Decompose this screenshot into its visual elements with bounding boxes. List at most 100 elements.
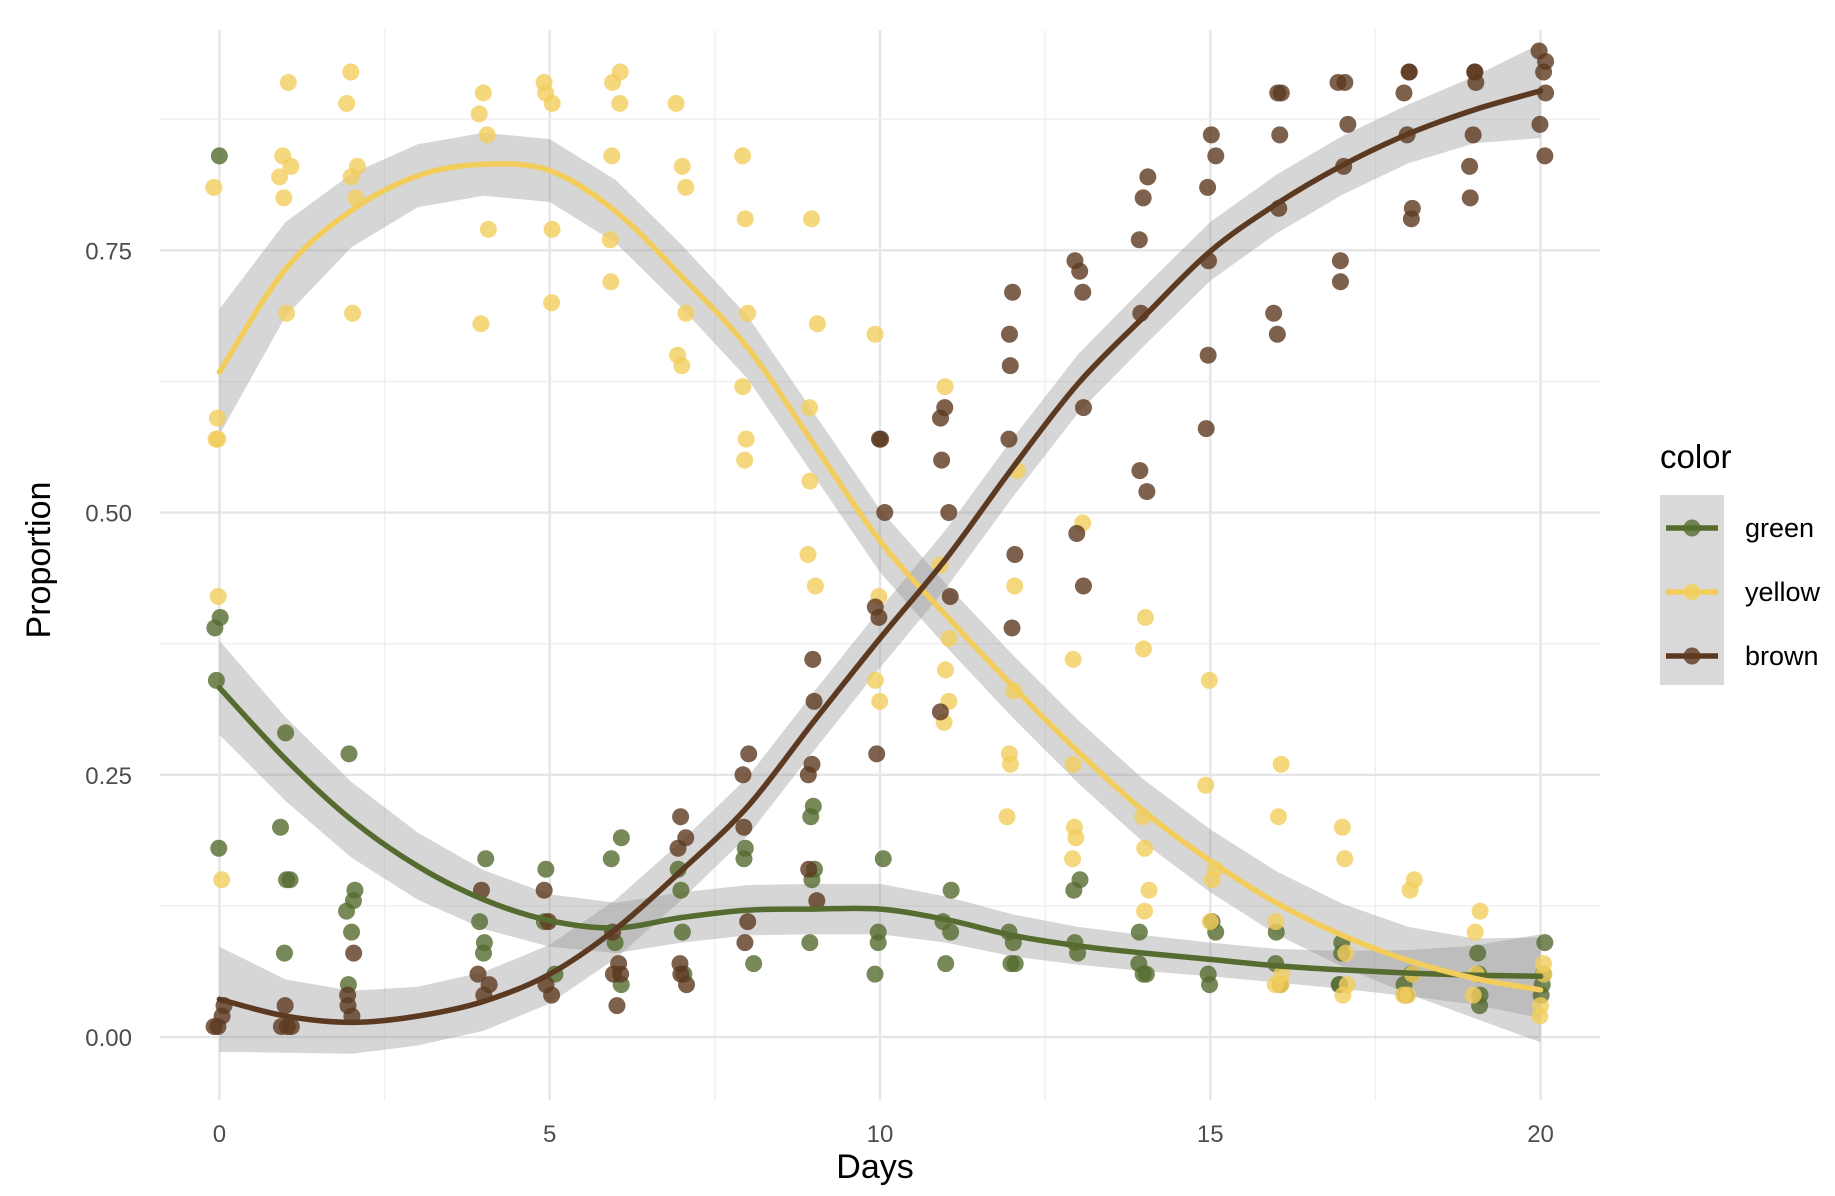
yellow-point xyxy=(739,304,757,322)
brown-point xyxy=(612,965,630,983)
green-point xyxy=(1201,976,1219,994)
yellow-point xyxy=(213,871,231,889)
yellow-point xyxy=(998,808,1016,826)
y-axis-title: Proportion xyxy=(20,482,58,639)
yellow-point xyxy=(1136,608,1154,626)
brown-point xyxy=(543,986,561,1004)
yellow-point xyxy=(1203,871,1221,889)
green-legend-point xyxy=(1683,519,1701,537)
brown-point xyxy=(608,997,626,1015)
yellow-point xyxy=(673,357,691,375)
brown-point xyxy=(1331,252,1349,270)
brown-point xyxy=(672,808,690,826)
green-point xyxy=(802,808,820,826)
brown-point xyxy=(735,818,753,836)
brown-point xyxy=(1138,483,1156,501)
y-tick-label: 0.75 xyxy=(85,238,132,265)
brown-point xyxy=(868,745,886,763)
data-points xyxy=(205,42,1555,1036)
yellow-point xyxy=(1136,839,1154,857)
green-point xyxy=(338,902,356,920)
yellow-point xyxy=(279,73,297,91)
brown-point xyxy=(1461,157,1479,175)
yellow-point xyxy=(667,94,685,112)
brown-point xyxy=(931,703,949,721)
brown-point xyxy=(1197,420,1215,438)
yellow-point xyxy=(1394,986,1412,1004)
brown-point xyxy=(1395,84,1413,102)
yellow-point xyxy=(602,273,620,291)
yellow-point xyxy=(1267,913,1285,931)
yellow-point xyxy=(342,168,360,186)
yellow-point xyxy=(1201,913,1219,931)
brown-point xyxy=(1271,126,1289,144)
yellow-point xyxy=(1466,923,1484,941)
green-point xyxy=(206,619,224,637)
yellow-point xyxy=(677,304,695,322)
yellow-point xyxy=(803,210,821,228)
yellow-point xyxy=(1200,671,1218,689)
brown-point xyxy=(1265,304,1283,322)
green-point xyxy=(471,913,489,931)
yellow-point xyxy=(1136,902,1154,920)
yellow-point xyxy=(474,84,492,102)
yellow-point xyxy=(866,671,884,689)
yellow-smooth-line xyxy=(216,161,1544,993)
green-point xyxy=(673,923,691,941)
green-point xyxy=(1536,934,1554,952)
x-tick-label: 10 xyxy=(867,1121,894,1148)
yellow-point xyxy=(736,210,754,228)
brown-point xyxy=(1003,619,1021,637)
yellow-point xyxy=(1333,818,1351,836)
brown-point xyxy=(1000,325,1018,343)
green-point xyxy=(277,724,295,742)
brown-point xyxy=(1535,63,1553,81)
brown-point xyxy=(1467,73,1485,91)
yellow-point xyxy=(1531,1007,1549,1025)
yellow-point xyxy=(1001,755,1019,773)
brown-point xyxy=(1339,115,1357,133)
yellow-point xyxy=(271,168,289,186)
yellow-legend-point xyxy=(1683,583,1701,601)
green-legend-label: green xyxy=(1745,513,1814,543)
brown-point xyxy=(1199,346,1217,364)
yellow-point xyxy=(1337,944,1355,962)
green-point xyxy=(340,745,358,763)
brown-point xyxy=(799,766,817,784)
green-point xyxy=(537,860,555,878)
brown-point xyxy=(1336,73,1354,91)
yellow-legend-label: yellow xyxy=(1745,577,1821,607)
yellow-point xyxy=(1067,829,1085,847)
green-point xyxy=(602,850,620,868)
brown-point xyxy=(1268,325,1286,343)
yellow-point xyxy=(604,73,622,91)
green-point xyxy=(477,850,495,868)
brown-point xyxy=(1199,178,1217,196)
yellow-point xyxy=(1006,577,1024,595)
brown-point xyxy=(1000,430,1018,448)
yellow-point xyxy=(278,304,296,322)
brown-point xyxy=(1531,115,1549,133)
yellow-point xyxy=(936,378,954,396)
brown-point xyxy=(1139,168,1157,186)
brown-point xyxy=(1068,525,1086,543)
yellow-point xyxy=(936,661,954,679)
yellow-point xyxy=(342,63,360,81)
brown-point xyxy=(1001,357,1019,375)
brown-point xyxy=(872,430,890,448)
brown-point xyxy=(209,1018,227,1036)
brown-point xyxy=(1202,126,1220,144)
yellow-point xyxy=(1135,640,1153,658)
yellow-point xyxy=(1266,976,1284,994)
green-point xyxy=(210,147,228,165)
yellow-point xyxy=(543,294,561,312)
brown-confidence-band xyxy=(219,43,1541,1054)
y-tick-label: 0.50 xyxy=(85,501,132,528)
yellow-point xyxy=(940,629,958,647)
brown-point xyxy=(800,860,818,878)
brown-point xyxy=(933,451,951,469)
yellow-point xyxy=(734,378,752,396)
legend-items: green yellow brown xyxy=(1666,513,1821,671)
yellow-point xyxy=(1064,850,1082,868)
